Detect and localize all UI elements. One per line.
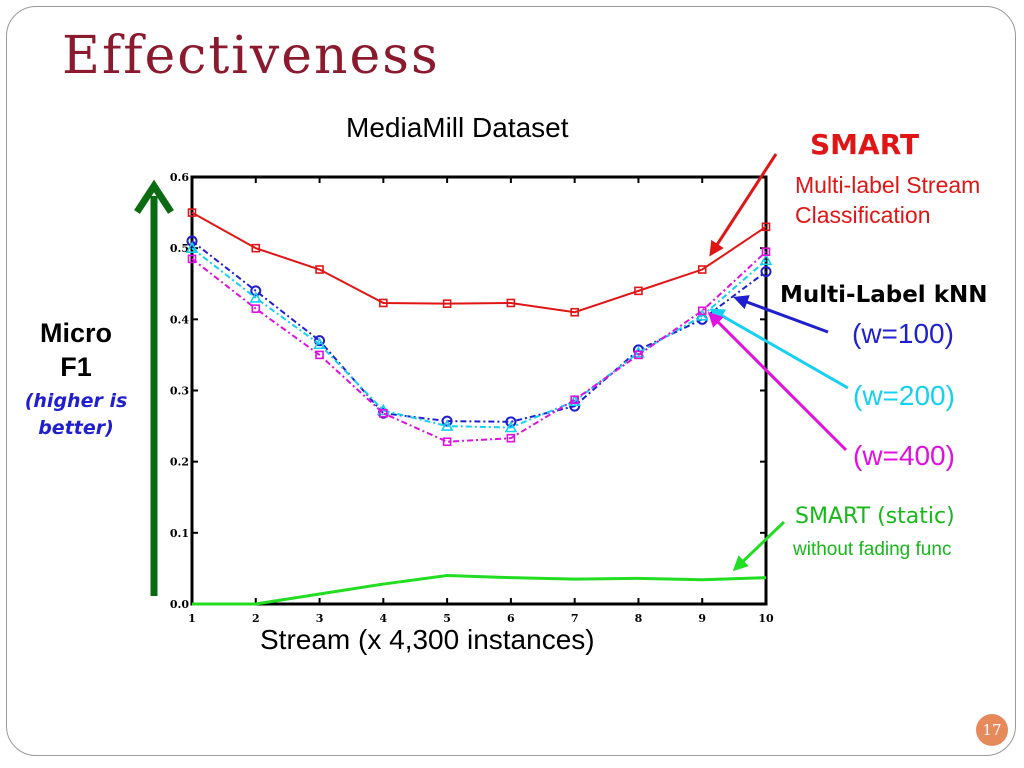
static-arrow (732, 520, 786, 572)
data-point-w100 (760, 266, 772, 278)
data-point-w200 (504, 420, 518, 433)
y-label-metric-line2: F1 (60, 352, 92, 382)
data-point-smart (761, 222, 771, 232)
x-tick-label: 2 (252, 612, 260, 625)
data-point-w200 (759, 253, 773, 266)
annotation-smart-sub-line1: Multi-label Stream (795, 172, 981, 198)
data-point-smart (187, 208, 197, 217)
data-point-smart (251, 243, 261, 253)
annotation-w100: (w=100) (852, 318, 954, 349)
y-tick-label: 0.1 (170, 527, 189, 540)
data-point-w400 (697, 306, 707, 316)
plot-frame (190, 175, 768, 606)
w100-arrow (733, 295, 829, 334)
annotation-smart-static: SMART (static) (795, 504, 955, 529)
data-point-w100 (186, 235, 198, 247)
data-point-smart (634, 286, 643, 296)
data-point-smart (697, 265, 707, 274)
data-point-w200 (695, 309, 709, 321)
y-tick-label: 0.5 (170, 242, 189, 255)
data-point-w400 (506, 433, 516, 443)
data-point-w100 (314, 335, 326, 347)
annotation-smart-subtitle: Multi-label Stream Classification (795, 170, 980, 230)
annotation-w200: (w=200) (853, 380, 955, 411)
y-label-note-line2: better) (38, 417, 114, 439)
data-point-w200 (313, 337, 326, 350)
data-point-w400 (761, 247, 771, 257)
data-point-w100 (505, 416, 517, 428)
annotation-w400: (w=400) (853, 440, 955, 471)
y-tick-label: 0.3 (170, 385, 189, 398)
x-tick-label: 9 (698, 612, 706, 625)
y-tick-label: 0.4 (170, 313, 189, 326)
x-tick-label: 1 (188, 612, 196, 625)
slide-title: Effectiveness (62, 26, 440, 86)
x-tick-label: 8 (635, 612, 643, 625)
annotation-mlknn: Multi-Label kNN (780, 282, 988, 308)
y-label-metric-line1: Micro (39, 318, 112, 348)
data-point-w200 (249, 291, 263, 303)
data-point-w100 (250, 285, 262, 297)
series-line-static (192, 574, 767, 606)
series-line-w100 (191, 240, 767, 423)
x-tick-label: 5 (443, 612, 451, 625)
data-point-w400 (315, 350, 324, 360)
y-label-note-line1: (higher is (24, 390, 128, 412)
slide-frame (6, 6, 1016, 756)
data-point-w400 (570, 395, 579, 405)
x-tick-label: 7 (571, 612, 579, 625)
x-tick-label: 6 (507, 612, 515, 625)
data-point-w400 (379, 408, 388, 418)
y-tick-label: 0.6 (170, 171, 189, 184)
data-point-smart (442, 299, 452, 308)
data-point-w400 (251, 304, 261, 313)
data-point-smart (379, 298, 388, 308)
annotation-smart-static-sub: without fading func (793, 539, 952, 560)
data-point-smart (315, 265, 324, 274)
data-point-w400 (634, 350, 643, 360)
y-axis-label: Micro F1 (higher is better) (14, 316, 138, 442)
chart-title: MediaMill Dataset (346, 112, 569, 143)
data-point-smart (570, 307, 579, 317)
series-line-w200 (191, 247, 767, 429)
annotation-smart-sub-line2: Classification (795, 202, 931, 228)
w200-arrow (709, 308, 849, 390)
x-axis-label: Stream (x 4,300 instances) (260, 624, 595, 655)
better-arrow-head (134, 179, 174, 214)
x-tick-label: 3 (316, 612, 324, 625)
y-tick-label: 0.0 (170, 598, 189, 611)
data-point-smart (506, 298, 516, 308)
data-point-w400 (187, 254, 197, 264)
series-line-smart (191, 211, 767, 314)
annotation-smart-title: SMART (810, 128, 920, 161)
x-tick-label: 10 (758, 612, 774, 625)
data-point-w200 (185, 241, 199, 253)
smart-arrow (709, 153, 778, 257)
x-tick-label: 4 (380, 612, 388, 625)
page-number-badge: 17 (976, 714, 1008, 746)
data-point-w400 (442, 437, 452, 447)
y-tick-label: 0.2 (170, 456, 189, 469)
w400-arrow (707, 311, 848, 452)
series-line-w400 (191, 250, 767, 443)
data-point-w200 (440, 419, 454, 431)
